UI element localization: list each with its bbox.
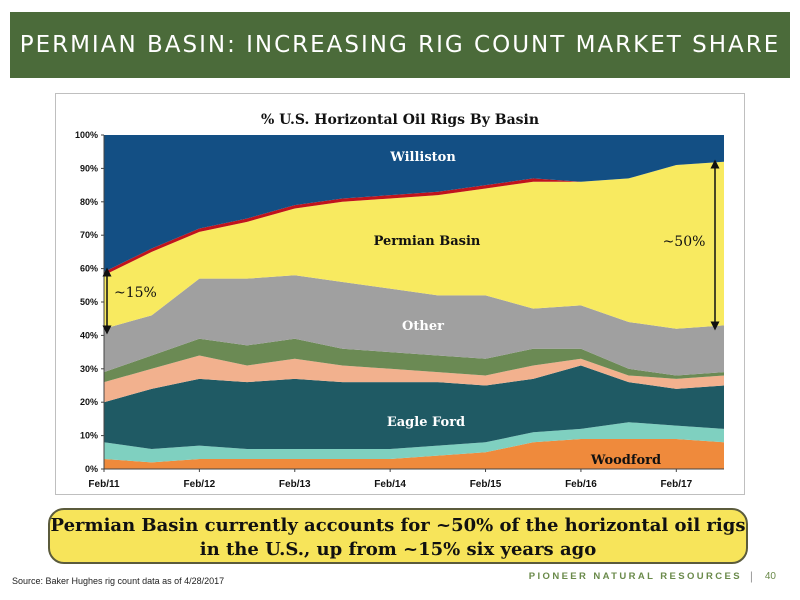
y-tick-label: 0% <box>85 464 98 474</box>
y-tick-label: 40% <box>80 330 98 340</box>
slide-title: PERMIAN BASIN: INCREASING RIG COUNT MARK… <box>19 32 781 58</box>
x-tick-label: Feb/13 <box>279 479 311 490</box>
footer-separator: | <box>749 569 753 583</box>
williston-label: Williston <box>389 150 456 165</box>
y-tick-label: 10% <box>80 431 98 441</box>
series-4-area <box>104 338 724 383</box>
series-1-area <box>104 422 724 463</box>
x-tick-label: Feb/17 <box>660 479 692 490</box>
permian-basin-label: Permian Basin <box>374 234 481 249</box>
eagle-ford-label: Eagle Ford <box>387 415 465 430</box>
x-tick-label: Feb/14 <box>374 479 406 490</box>
y-tick-label: 50% <box>80 297 98 307</box>
footer-brand: PIONEER NATURAL RESOURCES <box>528 571 742 582</box>
y-tick-label: 30% <box>80 364 98 374</box>
x-tick-label: Feb/11 <box>88 479 120 490</box>
stacked-area-chart: % U.S. Horizontal Oil Rigs By Basin 0% 10… <box>75 112 724 490</box>
woodford-label: Woodford <box>590 453 661 468</box>
x-tick-label: Feb/12 <box>184 479 216 490</box>
other-area <box>104 275 724 376</box>
y-tick-label: 90% <box>80 163 98 173</box>
callout-line-2: in the U.S., up from ~15% six years ago <box>199 539 597 560</box>
annotation-50pct: ~50% <box>663 234 706 250</box>
chart-frame: % U.S. Horizontal Oil Rigs By Basin 0% 10… <box>55 93 745 495</box>
series-3-area <box>104 355 724 403</box>
permian-basin-area <box>104 161 724 329</box>
callout-line-1: Permian Basin currently accounts for ~50… <box>50 515 746 536</box>
y-tick-label: 60% <box>80 264 98 274</box>
y-tick-label: 100% <box>75 130 98 140</box>
title-bar: PERMIAN BASIN: INCREASING RIG COUNT MARK… <box>10 12 790 78</box>
page-number: 40 <box>764 571 776 582</box>
eagle-ford-area <box>104 365 724 449</box>
x-tick-label: Feb/16 <box>565 479 597 490</box>
woodford-area <box>104 438 724 469</box>
williston-area <box>104 135 724 272</box>
callout-box: Permian Basin currently accounts for ~50… <box>48 508 748 564</box>
y-tick-label: 70% <box>80 230 98 240</box>
chart-title: % U.S. Horizontal Oil Rigs By Basin <box>261 112 539 128</box>
x-tick-label: Feb/15 <box>470 479 502 490</box>
annotation-15pct: ~15% <box>114 285 157 301</box>
y-tick-label: 20% <box>80 397 98 407</box>
callout-text: Permian Basin currently accounts for ~50… <box>50 514 746 562</box>
y-tick-label: 80% <box>80 197 98 207</box>
other-label: Other <box>402 319 444 334</box>
source-note: Source: Baker Hughes rig count data as o… <box>12 576 225 586</box>
